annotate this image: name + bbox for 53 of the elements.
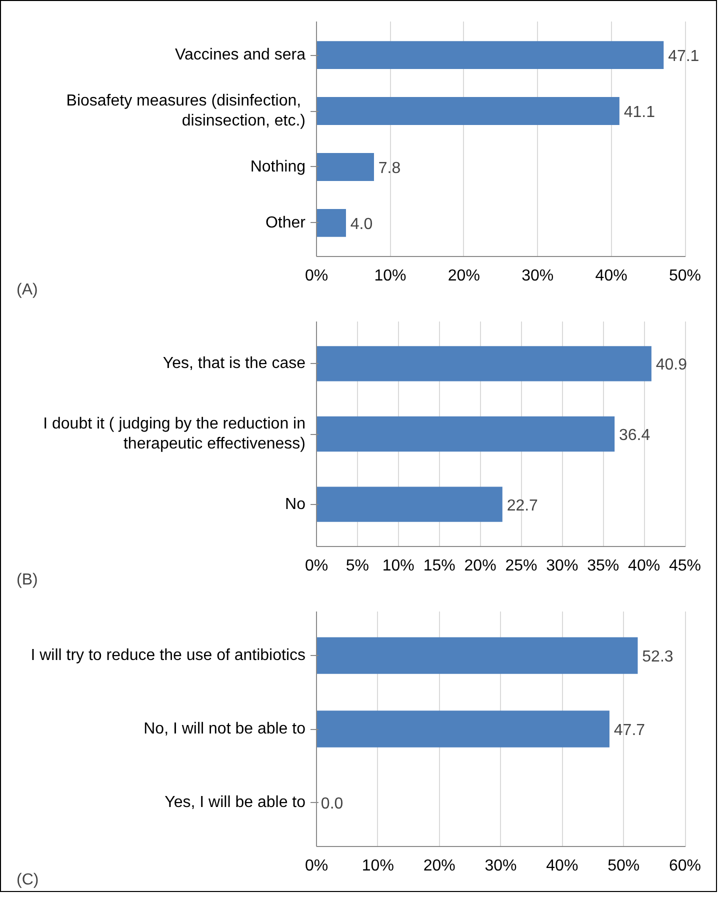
data-label: 47.1 bbox=[668, 48, 700, 66]
bar bbox=[316, 41, 664, 70]
bar bbox=[316, 416, 615, 452]
x-tick-label: 35% bbox=[587, 558, 620, 574]
bar bbox=[316, 152, 374, 181]
x-tick-label: 45% bbox=[669, 558, 702, 574]
data-label: 0.0 bbox=[320, 795, 344, 812]
x-tick-label: 0% bbox=[304, 558, 328, 574]
x-tick-label: 60% bbox=[669, 858, 702, 874]
y-tick-label: Biosafety measures (disinfection, disinsection, etc.) bbox=[66, 92, 306, 130]
x-tick-label: 40% bbox=[595, 268, 628, 284]
x-tick-label: 50% bbox=[608, 858, 640, 874]
x-tick-label: 10% bbox=[382, 558, 414, 574]
x-tick-label: 10% bbox=[362, 858, 394, 874]
data-label: 7.8 bbox=[378, 160, 401, 177]
x-tick-label: 5% bbox=[346, 558, 370, 574]
y-tick-label: No, I will not be able to bbox=[144, 720, 306, 738]
data-label: 40.9 bbox=[656, 356, 688, 374]
text: (A) bbox=[16, 282, 38, 298]
bar bbox=[316, 208, 346, 237]
data-label: 22.7 bbox=[506, 497, 538, 514]
bar bbox=[316, 486, 502, 522]
text: (C) bbox=[16, 872, 39, 888]
x-tick-label: 20% bbox=[464, 558, 496, 574]
x-tick-label: 20% bbox=[423, 858, 456, 874]
data-label: 52.3 bbox=[642, 648, 674, 666]
x-tick-label: 30% bbox=[522, 268, 554, 284]
x-tick-label: 10% bbox=[374, 268, 406, 284]
x-tick-label: 0% bbox=[304, 858, 328, 874]
data-label: 47.7 bbox=[614, 722, 646, 739]
x-tick-label: 30% bbox=[546, 558, 578, 574]
x-tick-label: 25% bbox=[505, 558, 538, 574]
y-tick-label: Yes, I will be able to bbox=[164, 794, 306, 811]
x-tick-label: 40% bbox=[628, 558, 660, 574]
y-tick-label: Other bbox=[265, 214, 306, 232]
x-tick-label: 0% bbox=[304, 268, 328, 284]
y-tick-label: I doubt it ( judging by the reduction in therapeutic effectiveness) bbox=[43, 415, 306, 453]
y-tick-label: No bbox=[285, 496, 306, 513]
x-tick-label: 20% bbox=[448, 268, 480, 284]
bar bbox=[316, 97, 620, 126]
y-tick-label: Yes, that is the case bbox=[162, 355, 306, 372]
y-tick-label: Nothing bbox=[250, 158, 306, 176]
data-label: 4.0 bbox=[350, 216, 373, 233]
x-tick-label: 15% bbox=[423, 558, 456, 574]
y-tick-label: Vaccines and sera bbox=[175, 46, 306, 64]
x-tick-label: 40% bbox=[546, 858, 578, 874]
x-tick-label: 50% bbox=[669, 268, 702, 284]
y-tick-label: I will try to reduce the use of antibiotics bbox=[30, 647, 306, 664]
x-tick-label: 30% bbox=[484, 858, 517, 874]
data-label: 36.4 bbox=[619, 427, 650, 444]
text: (B) bbox=[16, 572, 38, 588]
bar bbox=[316, 346, 652, 382]
data-label: 41.1 bbox=[624, 104, 656, 122]
